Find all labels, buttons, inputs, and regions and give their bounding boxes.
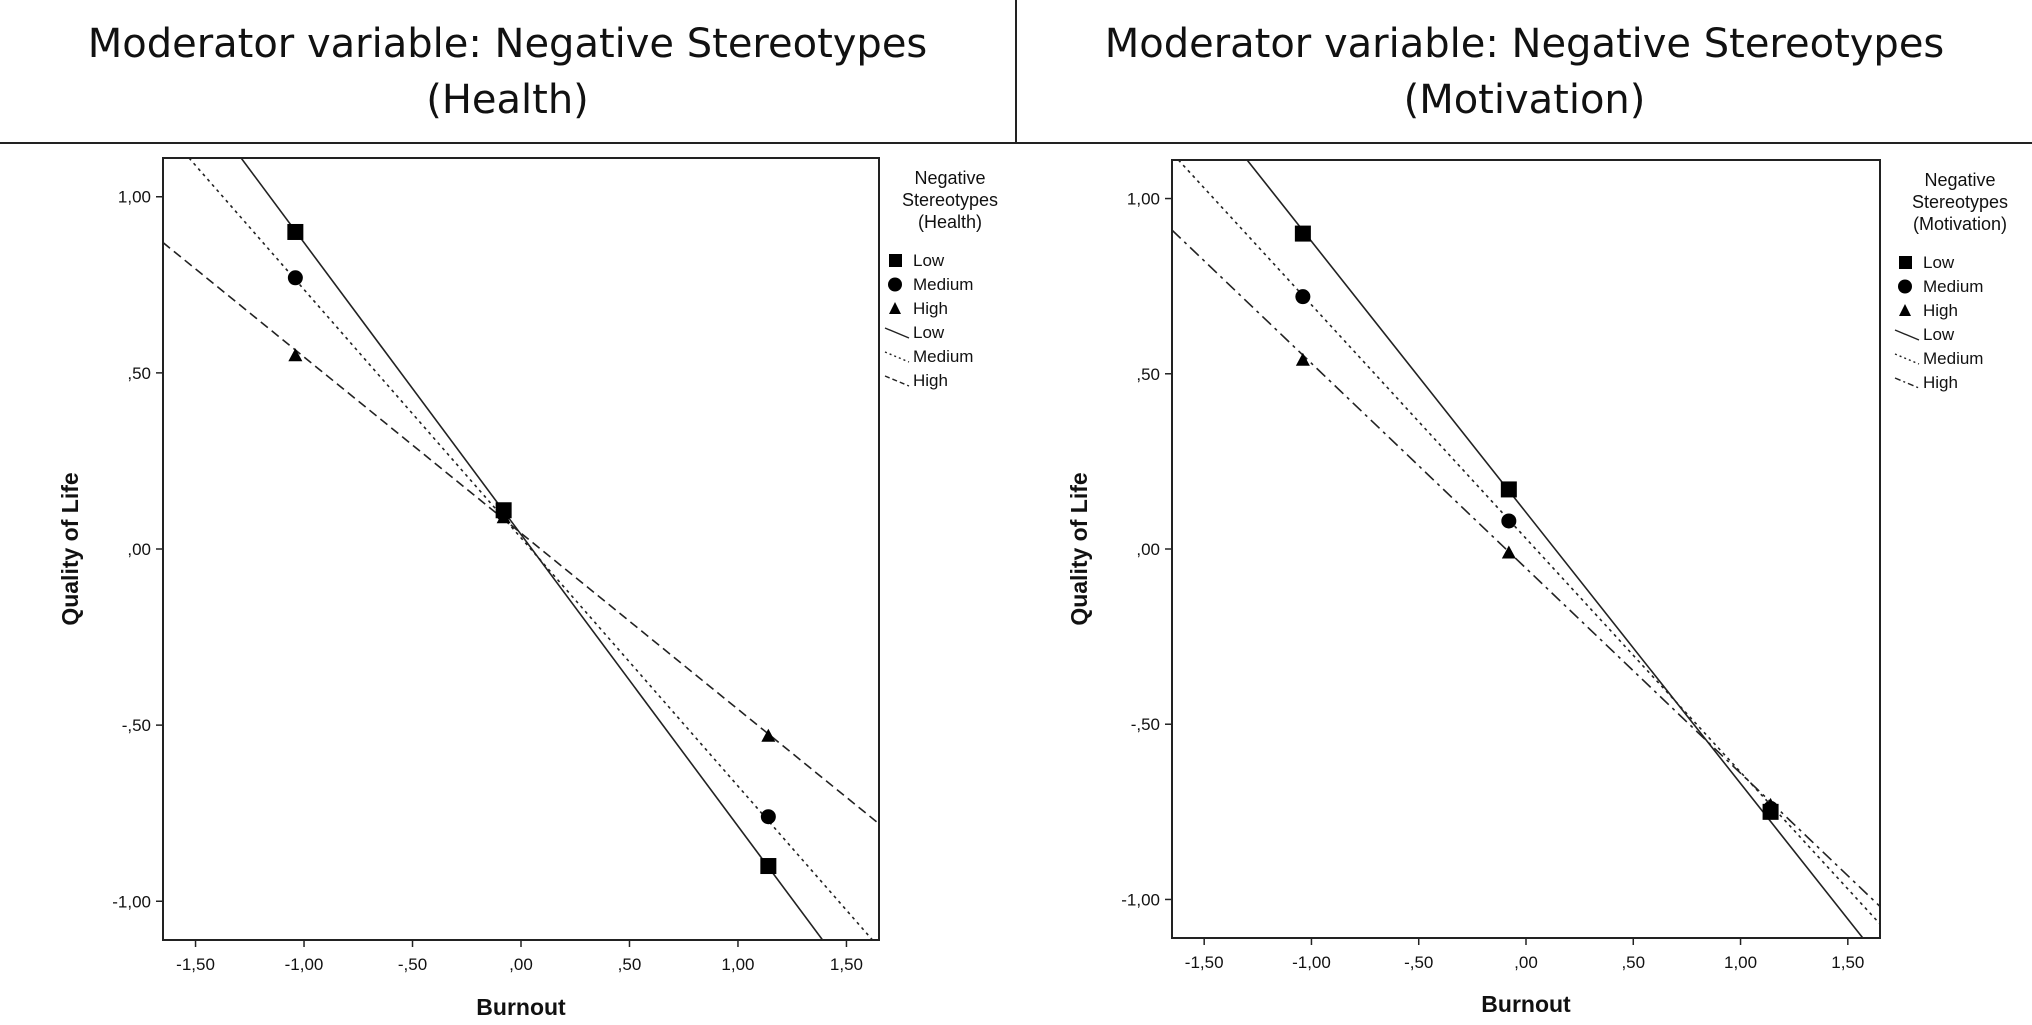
legend-label: Low: [913, 251, 945, 270]
legend-line-high: [884, 375, 910, 387]
data-point-high: [761, 728, 776, 742]
plot-area: [163, 158, 879, 940]
data-point-medium: [760, 809, 776, 825]
data-point-low: [1294, 225, 1311, 242]
data-point-high: [288, 348, 303, 362]
x-tick-label: -1,50: [176, 955, 215, 974]
legend-title: Stereotypes: [1912, 192, 2008, 212]
x-tick-label: 1,00: [1724, 953, 1757, 972]
x-tick-label: -1,00: [285, 955, 324, 974]
data-point-high: [1763, 797, 1778, 811]
y-tick-label: -1,00: [112, 892, 151, 911]
x-tick-label: 1,00: [721, 955, 754, 974]
legend-label: Medium: [1923, 349, 1983, 368]
y-axis-title: Quality of Life: [57, 472, 83, 625]
legend-line-low: [1894, 329, 1920, 341]
data-point-low: [287, 223, 304, 240]
legend-line-medium: [884, 351, 910, 363]
plot-area: [1172, 160, 1880, 938]
legend-marker-low: [1899, 256, 1912, 269]
header-title-line2: (Motivation): [1403, 76, 1646, 123]
legend-label: High: [913, 371, 948, 390]
legend-marker-high: [1899, 304, 1911, 316]
y-tick-label: 1,00: [1127, 190, 1160, 209]
legend-line-high: [1894, 377, 1920, 389]
x-tick-label: -,50: [398, 955, 427, 974]
header-divider: [1015, 0, 1017, 143]
y-tick-label: -,50: [1131, 715, 1160, 734]
legend-label: Low: [1923, 253, 1955, 272]
legend-title: (Motivation): [1913, 214, 2007, 234]
legend-label: Medium: [913, 347, 973, 366]
chart-panel-1: -1,50 -1,00 -,50 ,00 ,50 1,00 1,50 -1,00 -,50 ,00…: [1066, 159, 2008, 1017]
data-point-low: [760, 858, 777, 875]
data-point-medium: [1295, 289, 1311, 305]
x-tick-label: -1,00: [1292, 953, 1331, 972]
legend-label: Medium: [1923, 277, 1983, 296]
series-line-medium: [188, 158, 874, 940]
y-tick-label: -,50: [122, 716, 151, 735]
plot-frame: [1171, 159, 1881, 939]
header-rule: [0, 142, 2032, 144]
legend-line-low: [884, 327, 910, 339]
y-tick-label: ,00: [1136, 540, 1160, 559]
x-tick-label: ,50: [1621, 953, 1645, 972]
legend-label: Low: [1923, 325, 1955, 344]
x-tick-label: -1,50: [1185, 953, 1224, 972]
x-axis-title: Burnout: [476, 994, 566, 1020]
y-tick-label: ,50: [127, 364, 151, 383]
legend-label: High: [1923, 301, 1958, 320]
x-tick-label: 1,50: [830, 955, 863, 974]
x-tick-label: 1,50: [1831, 953, 1864, 972]
x-tick-label: ,00: [509, 955, 533, 974]
data-point-medium: [1501, 513, 1517, 529]
legend-label: Medium: [913, 275, 973, 294]
x-tick-label: ,50: [618, 955, 642, 974]
data-point-medium: [287, 270, 303, 286]
data-point-low: [1500, 481, 1517, 498]
legend-marker-high: [889, 302, 901, 314]
data-point-high: [496, 510, 511, 524]
legend-title: (Health): [918, 212, 982, 232]
chart-header-motivation: Moderator variable: Negative Stereotypes…: [1017, 0, 2032, 143]
x-tick-label: -,50: [1404, 953, 1433, 972]
y-tick-label: ,00: [127, 540, 151, 559]
header-title-line2: (Health): [426, 76, 589, 123]
legend-title: Negative: [914, 168, 985, 188]
y-tick-label: -1,00: [1121, 890, 1160, 909]
legend-title: Negative: [1924, 170, 1995, 190]
legend-line-medium: [1894, 353, 1920, 365]
chart-header-health: Moderator variable: Negative Stereotypes…: [0, 0, 1015, 143]
legend-marker-medium: [1898, 279, 1912, 294]
legend-label: Low: [913, 323, 945, 342]
series-line-low: [240, 158, 824, 940]
legend-marker-medium: [888, 277, 902, 292]
chart-panel-0: -1,50 -1,00 -,50 ,00 ,50 1,00 1,50 -1,00 -,50 ,00…: [57, 157, 998, 1020]
legend-label: High: [913, 299, 948, 318]
x-axis-title: Burnout: [1481, 991, 1571, 1017]
x-tick-label: ,00: [1514, 953, 1538, 972]
series-line-low: [1246, 160, 1864, 938]
legend-marker-low: [889, 254, 902, 267]
legend-title: Stereotypes: [902, 190, 998, 210]
y-axis-title: Quality of Life: [1066, 472, 1092, 625]
legend-label: High: [1923, 373, 1958, 392]
data-point-high: [1295, 352, 1310, 366]
series-line-medium: [1177, 160, 1880, 925]
y-tick-label: ,50: [1136, 365, 1160, 384]
data-point-high: [1501, 545, 1516, 559]
header-title-line1: Moderator variable: Negative Stereotypes: [1104, 20, 1945, 67]
header-title-line1: Moderator variable: Negative Stereotypes: [87, 20, 928, 67]
y-tick-label: 1,00: [118, 188, 151, 207]
